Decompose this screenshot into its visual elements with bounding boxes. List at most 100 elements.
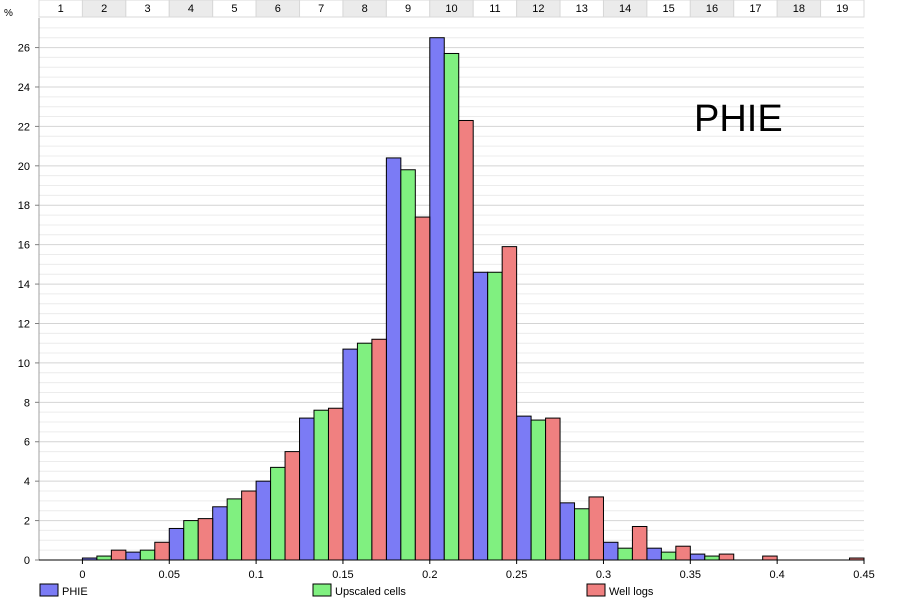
bar-phie	[689, 553, 706, 561]
bar-upscaled-cells	[270, 466, 286, 561]
y-tick-label: 2	[24, 516, 30, 528]
bar-phie	[342, 348, 358, 561]
bar-upscaled-cells	[660, 551, 677, 561]
bar-upscaled-cells	[704, 555, 720, 561]
legend: PHIE Upscaled cells Well logs	[39, 583, 654, 598]
bin-header-label: 16	[706, 3, 718, 15]
bar-well-logs	[154, 541, 170, 561]
legend-label: Upscaled cells	[335, 586, 406, 598]
bin-header-label: 9	[405, 3, 411, 15]
y-tick-label: 14	[18, 279, 30, 291]
bar-upscaled-cells	[139, 549, 156, 561]
bar-phie	[429, 37, 445, 561]
x-tick-label: 0.4	[770, 569, 785, 581]
y-tick-label: 16	[18, 240, 30, 252]
x-tick-label: 0.05	[159, 569, 180, 581]
bar-upscaled-cells	[313, 409, 329, 561]
bin-header-label: 19	[836, 3, 848, 15]
bin-header: 1 2 3 4 5 6 7 8 9 10 11 12 13 14 15 16 17 18 19	[38, 0, 865, 18]
y-tick-label: 22	[18, 121, 30, 133]
x-tick-label: 0.15	[332, 569, 353, 581]
bar-phie	[602, 541, 619, 561]
bar-well-logs	[197, 518, 214, 561]
bin-header-label: 2	[101, 3, 107, 15]
y-tick-label: 6	[24, 437, 30, 449]
bar-well-logs	[675, 545, 691, 561]
y-tick-label: 24	[18, 82, 30, 94]
bin-header-label: 8	[362, 3, 368, 15]
bar-upscaled-cells	[443, 52, 460, 561]
x-tick-label: 0.45	[853, 569, 874, 581]
bar-upscaled-cells	[400, 169, 416, 561]
bar-well-logs	[241, 490, 257, 561]
y-tick-label: 20	[18, 161, 30, 173]
bin-header-label: 3	[144, 3, 150, 15]
bar-phie	[385, 157, 402, 561]
legend-label: PHIE	[62, 586, 88, 598]
bar-well-logs	[718, 553, 735, 561]
bin-header-label: 7	[318, 3, 324, 15]
bar-well-logs	[588, 496, 604, 561]
bin-header-label: 5	[231, 3, 237, 15]
bar-upscaled-cells	[183, 520, 199, 561]
bar-phie	[255, 480, 272, 561]
bar-phie	[212, 506, 228, 561]
bar-well-logs	[545, 417, 561, 561]
bar-phie	[559, 502, 576, 561]
y-tick-label: 10	[18, 358, 30, 370]
bar-upscaled-cells	[226, 498, 243, 561]
legend-swatch	[586, 583, 606, 597]
bin-header-label: 1	[58, 3, 64, 15]
x-tick-label: 0.2	[422, 569, 437, 581]
legend-swatch	[39, 583, 59, 597]
bar-upscaled-cells	[530, 419, 547, 561]
y-tick-label: 18	[18, 200, 30, 212]
bar-well-logs	[414, 216, 431, 561]
bin-header-label: 17	[749, 3, 761, 15]
bar-phie	[299, 417, 315, 561]
bin-header-label: 10	[445, 3, 457, 15]
bar-upscaled-cells	[356, 342, 373, 561]
x-tick-label: 0.1	[248, 569, 263, 581]
x-tick-label: 0	[79, 569, 85, 581]
bin-header-label: 18	[793, 3, 805, 15]
bin-header-label: 11	[489, 3, 500, 15]
y-tick-label: 12	[18, 318, 30, 330]
legend-label: Well logs	[609, 586, 654, 598]
bin-header-label: 12	[532, 3, 544, 15]
y-axis-unit-label: %	[4, 8, 13, 19]
bar-phie	[472, 271, 489, 561]
x-tick-label: 0.3	[596, 569, 611, 581]
bin-header-label: 4	[188, 3, 194, 15]
x-tick-label: 0.35	[680, 569, 701, 581]
bar-well-logs	[458, 119, 474, 561]
y-tick-label: 26	[18, 43, 30, 55]
bar-upscaled-cells	[487, 271, 503, 561]
y-tick-label: 4	[24, 476, 30, 488]
y-tick-label: 0	[24, 555, 30, 567]
bar-well-logs	[284, 451, 301, 561]
x-tick-label: 0.25	[506, 569, 527, 581]
bar-upscaled-cells	[96, 555, 112, 561]
bar-well-logs	[631, 525, 648, 561]
legend-swatch	[312, 583, 332, 597]
bar-well-logs	[327, 407, 344, 561]
bar-upscaled-cells	[574, 508, 590, 561]
bar-well-logs	[371, 338, 387, 561]
bar-well-logs	[762, 555, 778, 561]
bin-header-label: 13	[576, 3, 588, 15]
y-tick-label: 8	[24, 397, 30, 409]
chart-title: PHIE	[694, 98, 783, 140]
bin-header-label: 15	[662, 3, 674, 15]
bar-upscaled-cells	[617, 547, 633, 561]
bin-header-label: 14	[619, 3, 631, 15]
bar-phie	[516, 415, 532, 561]
bin-header-cell	[820, 0, 865, 18]
bar-phie	[125, 551, 141, 561]
bar-phie	[646, 547, 662, 561]
bin-header-label: 6	[275, 3, 281, 15]
bar-phie	[168, 527, 185, 561]
bar-well-logs	[501, 246, 518, 561]
